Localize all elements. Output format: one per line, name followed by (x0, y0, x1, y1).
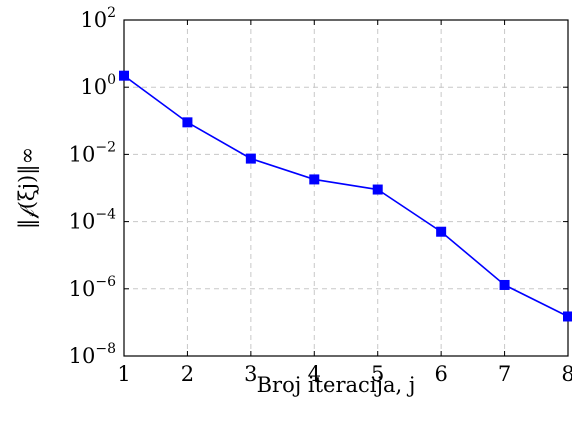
x-tick-labels: 1 2 3 4 5 6 7 8 (117, 362, 572, 386)
x-tick-label: 1 (117, 362, 130, 386)
y-tick-exponent: 0 (107, 72, 116, 88)
x-tick-label: 6 (434, 362, 447, 386)
y-tick-label: 100 (80, 72, 116, 99)
y-tick-exponent: −8 (95, 341, 116, 357)
x-tick-label: 7 (498, 362, 511, 386)
y-tick-label: 10−2 (69, 139, 116, 166)
x-tick-label: 4 (308, 362, 321, 386)
y-tick-exponent: 2 (107, 5, 116, 21)
y-tick-label: 10−8 (69, 341, 116, 368)
x-tick-label: 8 (561, 362, 572, 386)
series-group (119, 70, 572, 322)
grid-lines (123, 19, 569, 357)
tick-marks (123, 19, 569, 357)
data-point-marker (563, 311, 572, 322)
series-line (123, 75, 569, 318)
y-tick-base: 10 (80, 8, 107, 32)
x-tick-label: 5 (371, 362, 384, 386)
data-point-marker (309, 174, 320, 185)
data-point-marker (182, 117, 193, 128)
y-tick-label: 10−4 (69, 207, 116, 234)
x-axis-label: Broj iteracija, j (257, 373, 416, 397)
y-tick-base: 10 (69, 210, 96, 234)
data-point-marker (119, 70, 129, 81)
data-point-marker (245, 153, 256, 164)
plot-frame (123, 19, 569, 357)
data-point-marker (436, 226, 447, 237)
y-axis-label: ‖𝒻(ξj)‖∞ (15, 147, 40, 229)
y-tick-base: 10 (80, 75, 107, 99)
y-tick-base: 10 (69, 344, 96, 368)
y-tick-exponent: −6 (95, 274, 116, 290)
y-tick-base: 10 (69, 142, 96, 166)
y-tick-base: 10 (69, 277, 96, 301)
y-tick-label: 102 (80, 5, 116, 32)
x-tick-label: 3 (244, 362, 257, 386)
y-tick-exponent: −2 (95, 139, 116, 155)
y-tick-label: 10−6 (69, 274, 116, 301)
data-point-marker (372, 184, 383, 195)
x-tick-label: 2 (181, 362, 194, 386)
y-tick-exponent: −4 (95, 207, 116, 223)
data-point-marker (499, 279, 510, 290)
